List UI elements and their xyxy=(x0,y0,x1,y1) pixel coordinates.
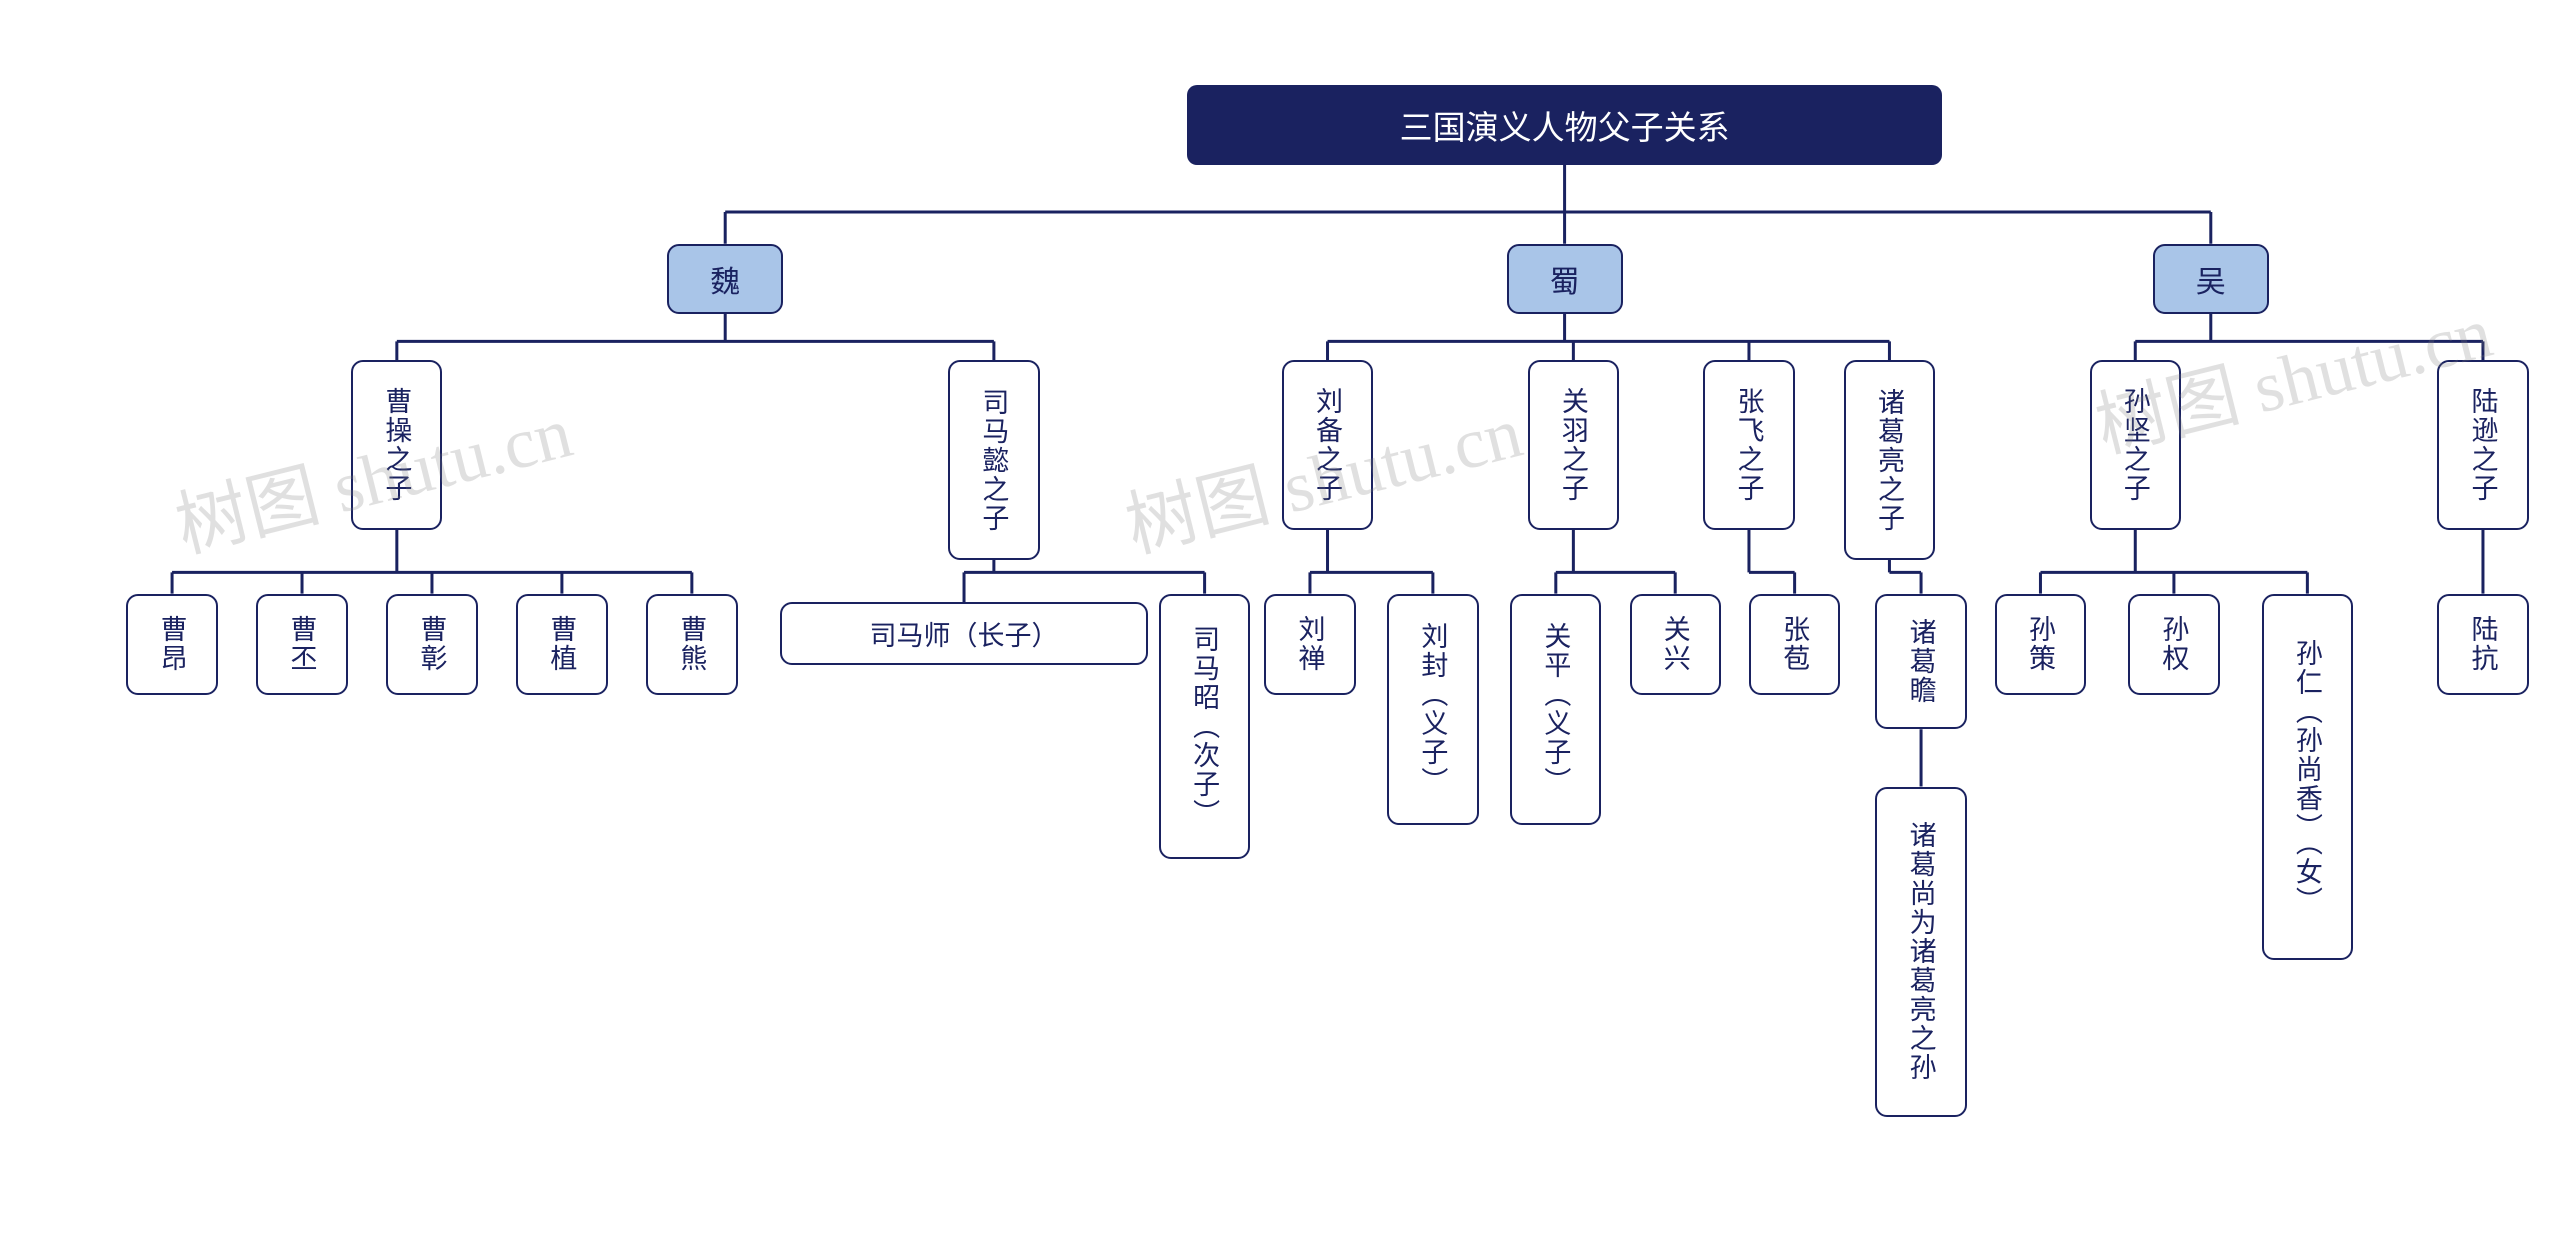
node-zhangbao: 张苞 xyxy=(1749,594,1840,696)
node-sunquan: 孙权 xyxy=(2128,594,2219,696)
node-root: 三国演义人物父子关系 xyxy=(1187,85,1942,165)
node-caocao: 曹操之子 xyxy=(351,360,442,530)
node-luxun: 陆逊之子 xyxy=(2437,360,2528,530)
node-guanyu: 关羽之子 xyxy=(1528,360,1619,530)
node-liushan: 刘禅 xyxy=(1264,594,1355,696)
node-simashi: 司马师（长子） xyxy=(780,602,1149,665)
node-liubei: 刘备之子 xyxy=(1282,360,1373,530)
node-zhangfei: 张飞之子 xyxy=(1703,360,1794,530)
node-caoang: 曹昂 xyxy=(126,594,217,696)
node-sunce: 孙策 xyxy=(1995,594,2086,696)
node-caozhang: 曹彰 xyxy=(386,594,477,696)
node-wu: 吴 xyxy=(2153,244,2269,314)
node-sunjian: 孙坚之子 xyxy=(2090,360,2181,530)
node-sunren: 孙仁（孙尚香）（女） xyxy=(2262,594,2353,961)
node-caoxiong: 曹熊 xyxy=(646,594,737,696)
node-caopi: 曹丕 xyxy=(256,594,347,696)
node-wei: 魏 xyxy=(667,244,783,314)
node-zhugeshang: 诸葛尚为诸葛亮之孙 xyxy=(1875,787,1966,1118)
node-guanping: 关平（义子） xyxy=(1510,594,1601,825)
node-simazhao: 司马昭（次子） xyxy=(1159,594,1250,859)
node-liufeng: 刘封（义子） xyxy=(1387,594,1478,825)
node-guanxing: 关兴 xyxy=(1630,594,1721,696)
node-caozhi: 曹植 xyxy=(516,594,607,696)
node-zhugel: 诸葛亮之子 xyxy=(1844,360,1935,559)
node-lukang: 陆抗 xyxy=(2437,594,2528,696)
node-simayi: 司马懿之子 xyxy=(948,360,1039,559)
node-zhugezhan: 诸葛瞻 xyxy=(1875,594,1966,730)
node-shu: 蜀 xyxy=(1507,244,1623,314)
